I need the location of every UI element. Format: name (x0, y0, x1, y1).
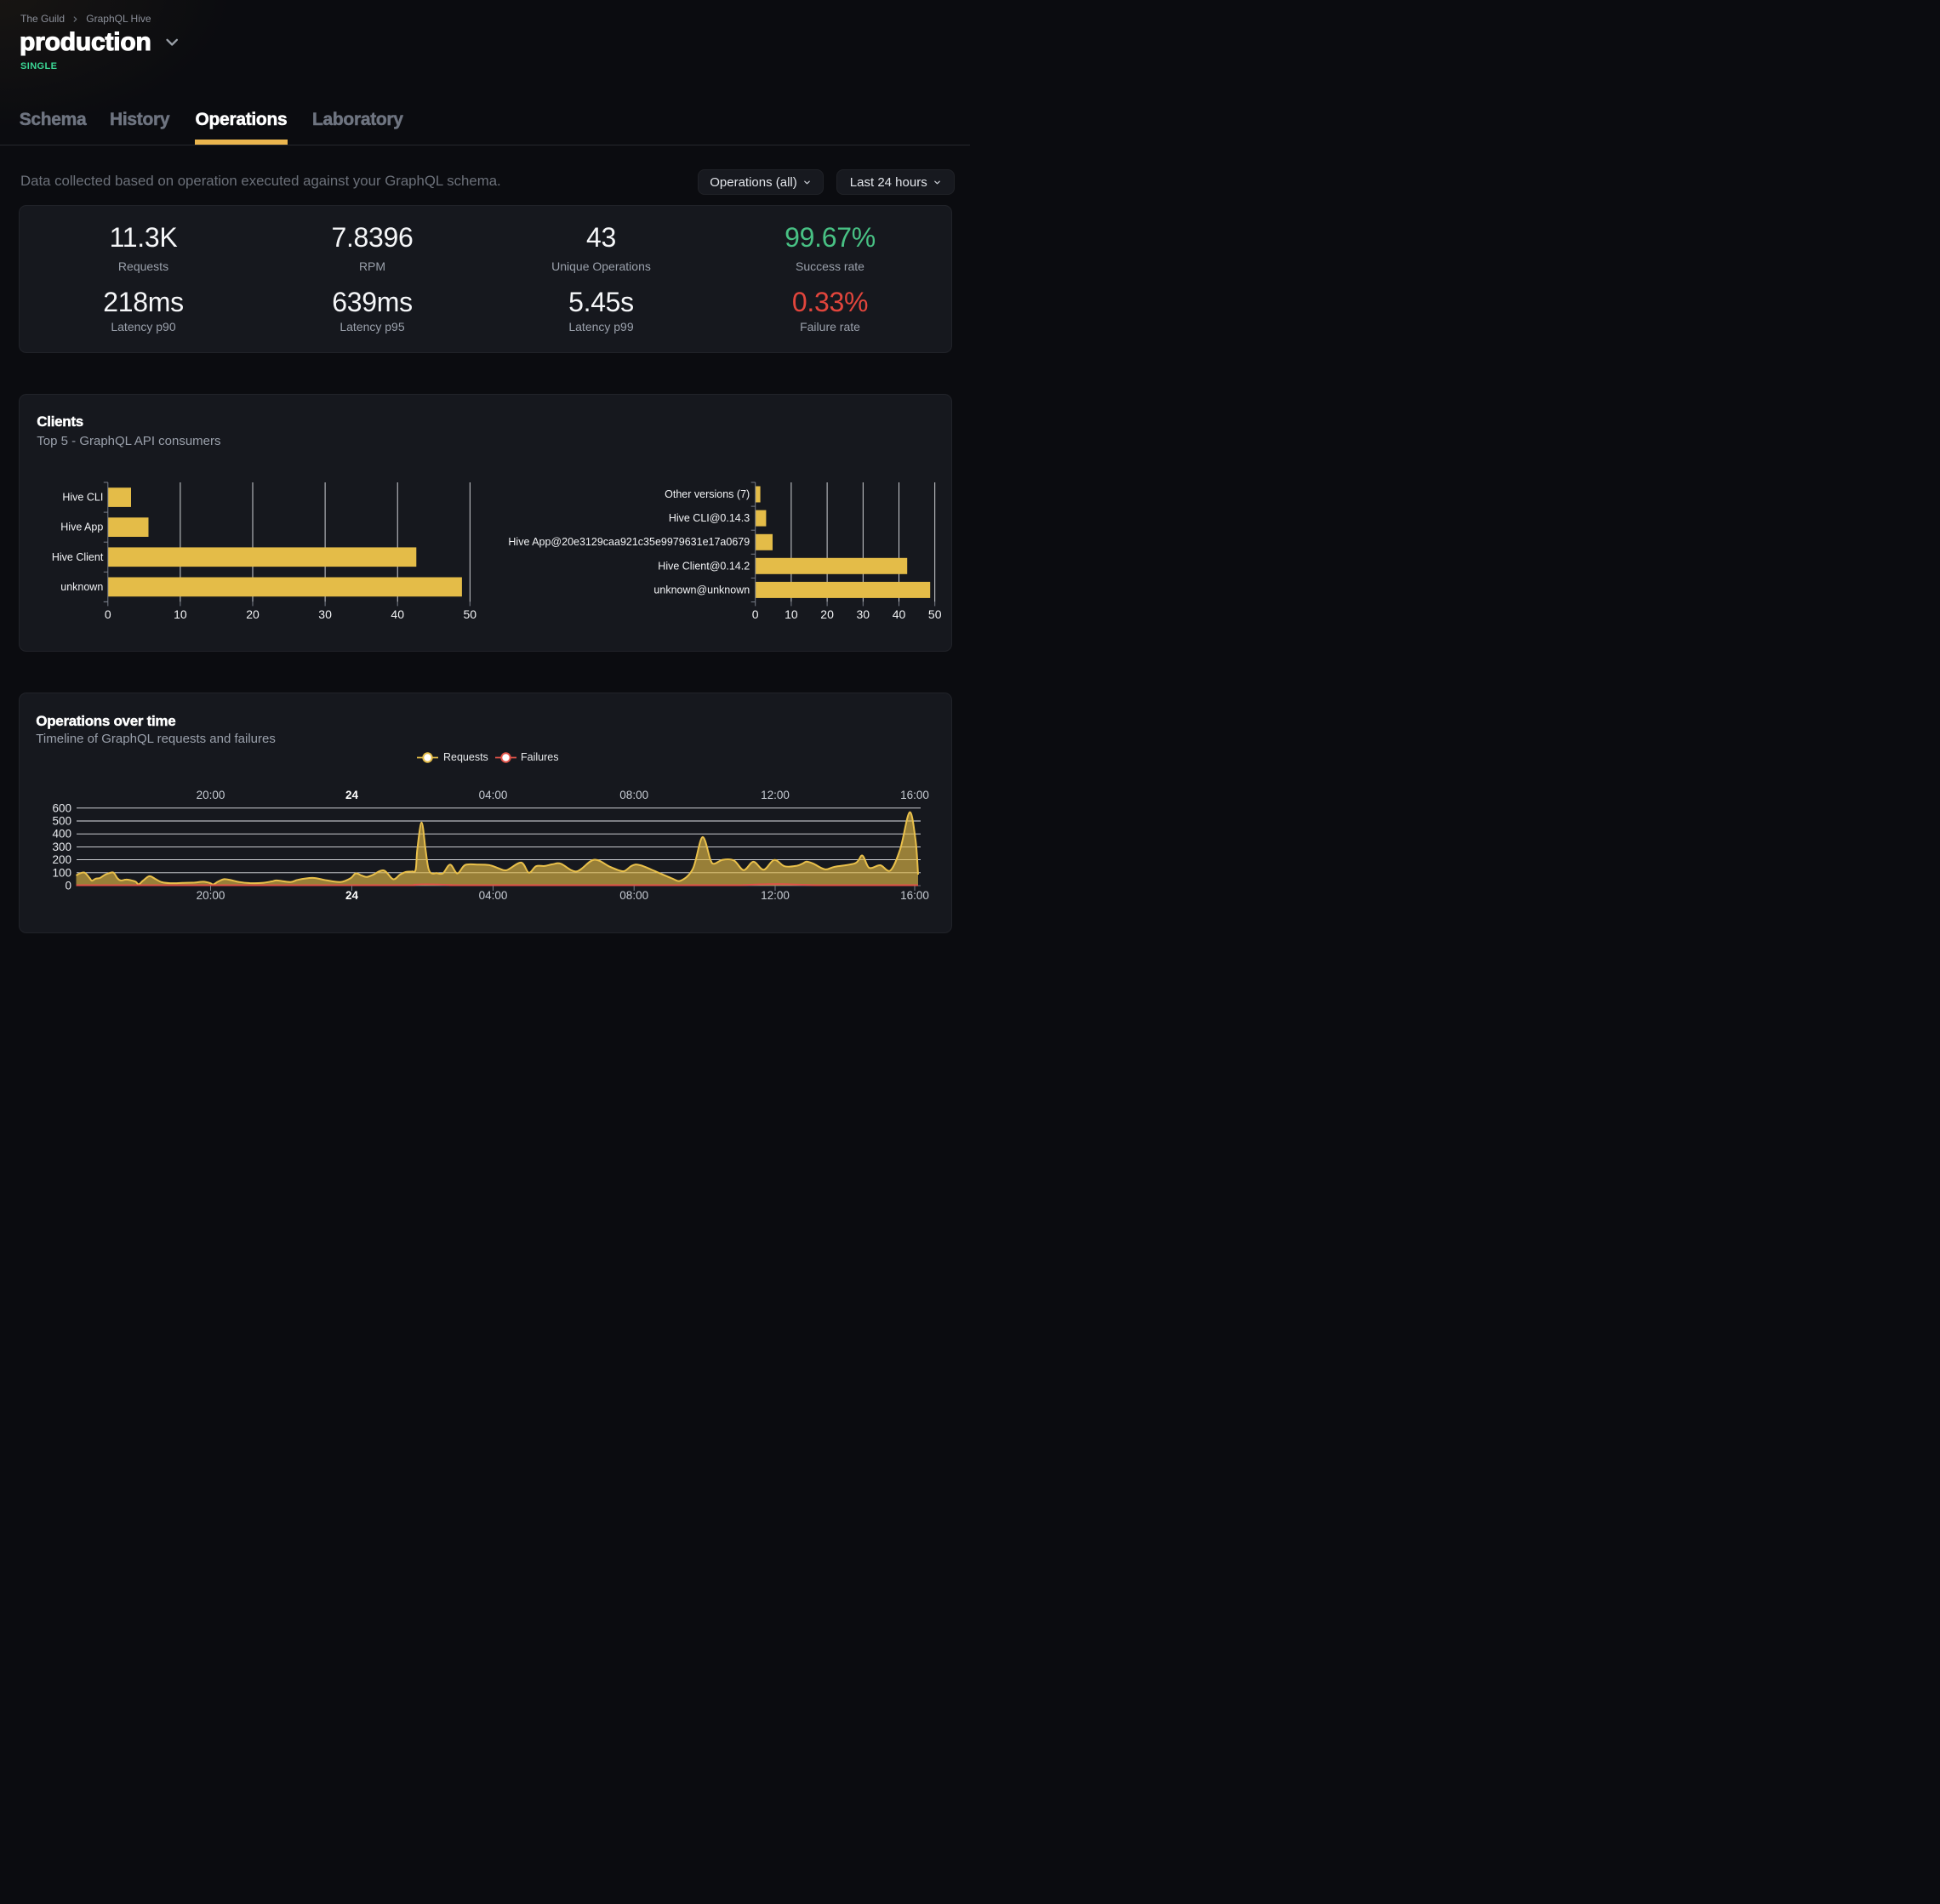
svg-text:20:00: 20:00 (197, 789, 225, 801)
svg-text:30: 30 (857, 607, 870, 621)
svg-text:04:00: 04:00 (479, 889, 508, 902)
svg-text:Hive CLI: Hive CLI (62, 492, 103, 504)
svg-text:04:00: 04:00 (479, 789, 508, 801)
svg-text:16:00: 16:00 (900, 789, 929, 801)
svg-text:Other versions (7): Other versions (7) (665, 488, 750, 500)
svg-text:12:00: 12:00 (761, 889, 790, 902)
svg-text:Hive App: Hive App (60, 522, 103, 533)
svg-text:24: 24 (345, 789, 359, 801)
svg-text:50: 50 (928, 607, 942, 621)
svg-text:0: 0 (65, 880, 71, 892)
svg-text:30: 30 (318, 607, 332, 621)
svg-text:10: 10 (785, 607, 798, 621)
svg-text:300: 300 (52, 841, 71, 853)
svg-text:20: 20 (246, 607, 260, 621)
svg-text:400: 400 (52, 828, 71, 841)
svg-text:40: 40 (391, 607, 404, 621)
svg-text:40: 40 (893, 607, 906, 621)
svg-text:24: 24 (345, 889, 359, 902)
svg-text:Hive Client: Hive Client (52, 551, 104, 563)
svg-text:600: 600 (52, 801, 71, 814)
svg-text:10: 10 (174, 607, 187, 621)
svg-text:500: 500 (52, 815, 71, 828)
svg-text:100: 100 (52, 866, 71, 879)
svg-text:08:00: 08:00 (619, 889, 648, 902)
svg-text:20:00: 20:00 (197, 889, 225, 902)
svg-text:200: 200 (52, 853, 71, 866)
svg-text:20: 20 (820, 607, 834, 621)
svg-text:Hive Client@0.14.2: Hive Client@0.14.2 (658, 560, 750, 572)
svg-text:0: 0 (105, 607, 111, 621)
svg-text:Hive CLI@0.14.3: Hive CLI@0.14.3 (669, 512, 750, 524)
svg-text:unknown@unknown: unknown@unknown (653, 584, 750, 596)
svg-text:16:00: 16:00 (900, 889, 929, 902)
svg-text:12:00: 12:00 (761, 789, 790, 801)
svg-text:08:00: 08:00 (619, 789, 648, 801)
svg-text:0: 0 (752, 607, 759, 621)
svg-text:unknown: unknown (60, 581, 103, 593)
svg-text:50: 50 (464, 607, 477, 621)
svg-text:Hive App@20e3129caa921c35e9979: Hive App@20e3129caa921c35e9979631e17a067… (508, 536, 750, 548)
